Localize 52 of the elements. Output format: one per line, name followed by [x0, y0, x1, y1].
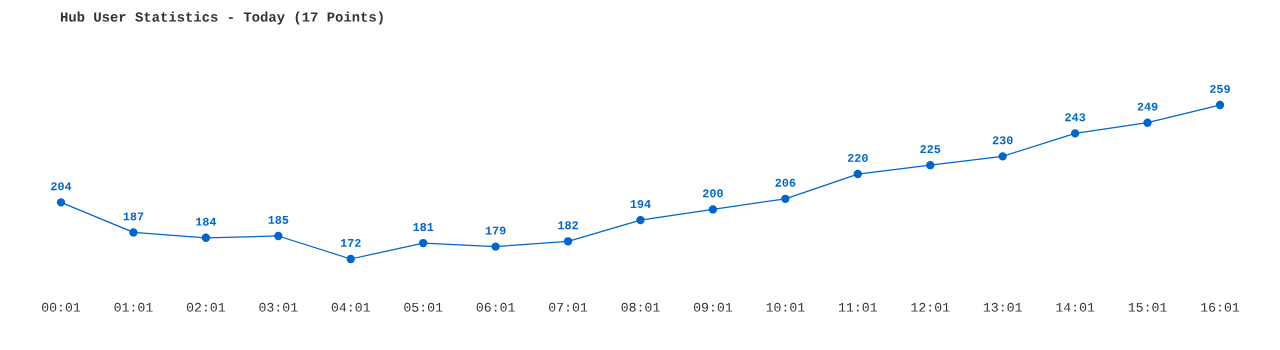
- x-tick-label: 04:01: [331, 302, 370, 312]
- data-label: 185: [268, 215, 289, 224]
- point: [1070, 129, 1080, 138]
- point: [636, 215, 645, 225]
- x-tick-label: 15:01: [1128, 302, 1167, 312]
- data-label: 230: [992, 136, 1013, 145]
- point: [1143, 118, 1152, 127]
- data-label: 194: [630, 199, 651, 208]
- point: [491, 242, 500, 251]
- point: [708, 205, 718, 214]
- data-label: 200: [703, 189, 723, 198]
- point: [274, 231, 283, 241]
- point: [563, 237, 573, 246]
- x-tick-label: 11:01: [838, 302, 877, 312]
- x-tick-label: 13:01: [983, 302, 1022, 312]
- point: [781, 194, 790, 203]
- point: [129, 228, 138, 237]
- x-tick-label: 16:01: [1201, 302, 1240, 312]
- data-label: 182: [558, 221, 578, 230]
- point: [853, 169, 862, 179]
- point: [201, 233, 211, 242]
- x-tick-label: 01:01: [114, 302, 153, 312]
- data-label: 204: [51, 182, 72, 191]
- x-tick-label: 02:01: [186, 302, 226, 312]
- data-label: 181: [413, 223, 434, 232]
- x-tick-label: 00:01: [42, 302, 81, 312]
- chart-title: Hub User Statistics - Today (17 Points): [60, 11, 383, 25]
- data-label: 220: [847, 153, 868, 162]
- x-tick-label: 06:01: [476, 302, 515, 312]
- x-tick-label: 05:01: [404, 302, 443, 312]
- x-tick-label: 12:01: [911, 302, 950, 312]
- point: [56, 198, 66, 207]
- x-tick-label: 09:01: [693, 302, 733, 312]
- x-tick-label: 10:01: [766, 302, 805, 312]
- point: [346, 254, 355, 264]
- data-label: 225: [920, 145, 941, 154]
- x-tick-label: 08:01: [621, 302, 660, 312]
- x-tick-label: 07:01: [549, 302, 588, 312]
- data-label: 206: [775, 178, 796, 187]
- point: [1215, 100, 1225, 110]
- data-label: 249: [1137, 102, 1158, 111]
- data-label: 184: [196, 217, 217, 226]
- x-tick-label: 03:01: [259, 302, 298, 312]
- point: [926, 161, 935, 170]
- point: [419, 238, 428, 248]
- data-label: 172: [340, 238, 361, 247]
- point: [998, 152, 1007, 161]
- data-label: 243: [1065, 113, 1086, 122]
- data-label: 259: [1210, 84, 1230, 93]
- data-label: 179: [485, 226, 506, 235]
- data-label: 187: [123, 212, 144, 221]
- x-tick-label: 14:01: [1056, 302, 1095, 312]
